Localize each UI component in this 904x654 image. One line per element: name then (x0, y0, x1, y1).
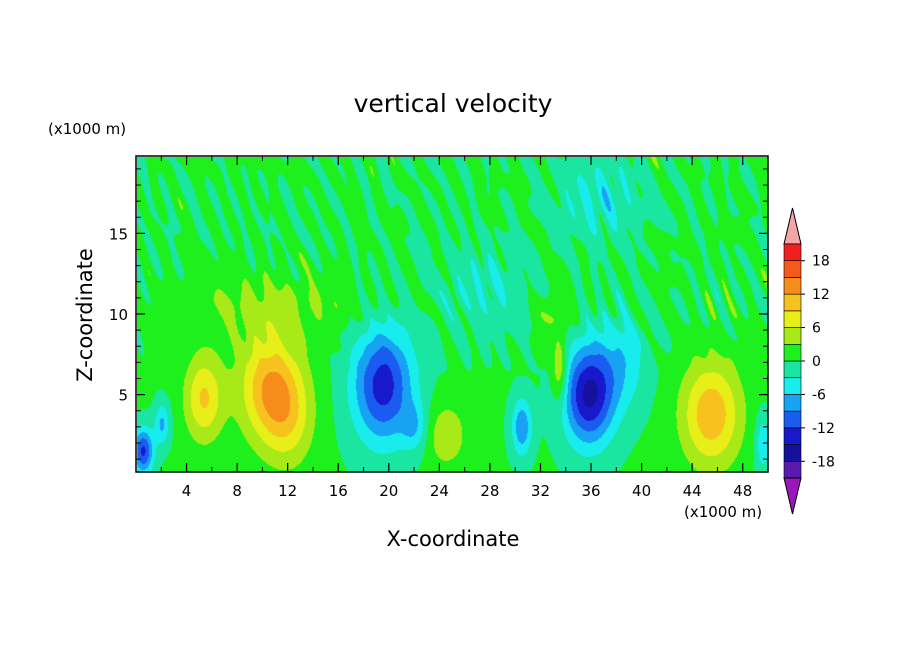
colorbar-segment (783, 444, 802, 462)
chart-title: vertical velocity (354, 89, 553, 118)
y-tick-label: 15 (109, 225, 128, 243)
x-ticks: 4 8 12 16 20 24 28 32 36 40 44 48 (160, 156, 752, 500)
contour-field (137, 157, 768, 472)
x-tick-label: 44 (683, 482, 702, 500)
colorbar-tick-label: -18 (812, 454, 835, 470)
y-axis-unit-label: (x1000 m) (48, 120, 126, 138)
colorbar-segment (783, 377, 802, 395)
colorbar-segment (783, 243, 802, 262)
colorbar-min-triangle (783, 477, 802, 515)
colorbar-segment (783, 277, 802, 295)
x-tick-label: 8 (232, 482, 242, 500)
x-tick-label: 12 (278, 482, 297, 500)
x-tick-label: 40 (632, 482, 651, 500)
colorbar-segment (783, 343, 802, 362)
colorbar-segment (783, 293, 802, 312)
colorbar-max-triangle (783, 207, 802, 245)
x-tick-label: 24 (430, 482, 449, 500)
x-tick-label: 36 (581, 482, 600, 500)
colorbar-tick-label: -12 (812, 421, 835, 437)
x-tick-label: 4 (182, 482, 192, 500)
colorbar-tick-label: 0 (812, 354, 821, 370)
x-tick-label: 16 (329, 482, 348, 500)
y-tick-label: 10 (109, 306, 128, 324)
x-tick-label: 20 (379, 482, 398, 500)
colorbar-segment (783, 394, 802, 412)
x-tick-label: 32 (531, 482, 550, 500)
x-tick-label: 48 (733, 482, 752, 500)
colorbar-segment (783, 360, 802, 379)
colorbar-segment (783, 327, 802, 345)
y-tick-label: 5 (118, 387, 128, 405)
colorbar-tick-label: -6 (812, 387, 826, 403)
colorbar: -18 -12 -6 0 6 12 18 (783, 207, 835, 515)
colorbar-segment (783, 410, 802, 429)
x-tick-label: 28 (480, 482, 499, 500)
colorbar-tick-label: 12 (812, 287, 830, 303)
y-axis-label: Z-coordinate (73, 248, 97, 382)
colorbar-segment (783, 460, 802, 479)
colorbar-tick-label: 18 (812, 254, 830, 270)
x-axis-label: X-coordinate (387, 527, 520, 551)
colorbar-tick-label: 6 (812, 321, 821, 337)
colorbar-segment (783, 427, 802, 445)
contour-field-container (137, 157, 768, 472)
colorbar-segment (783, 310, 802, 328)
x-axis-unit-label: (x1000 m) (684, 503, 762, 521)
colorbar-segment (783, 260, 802, 278)
y-ticks: 5 10 15 (109, 168, 768, 460)
